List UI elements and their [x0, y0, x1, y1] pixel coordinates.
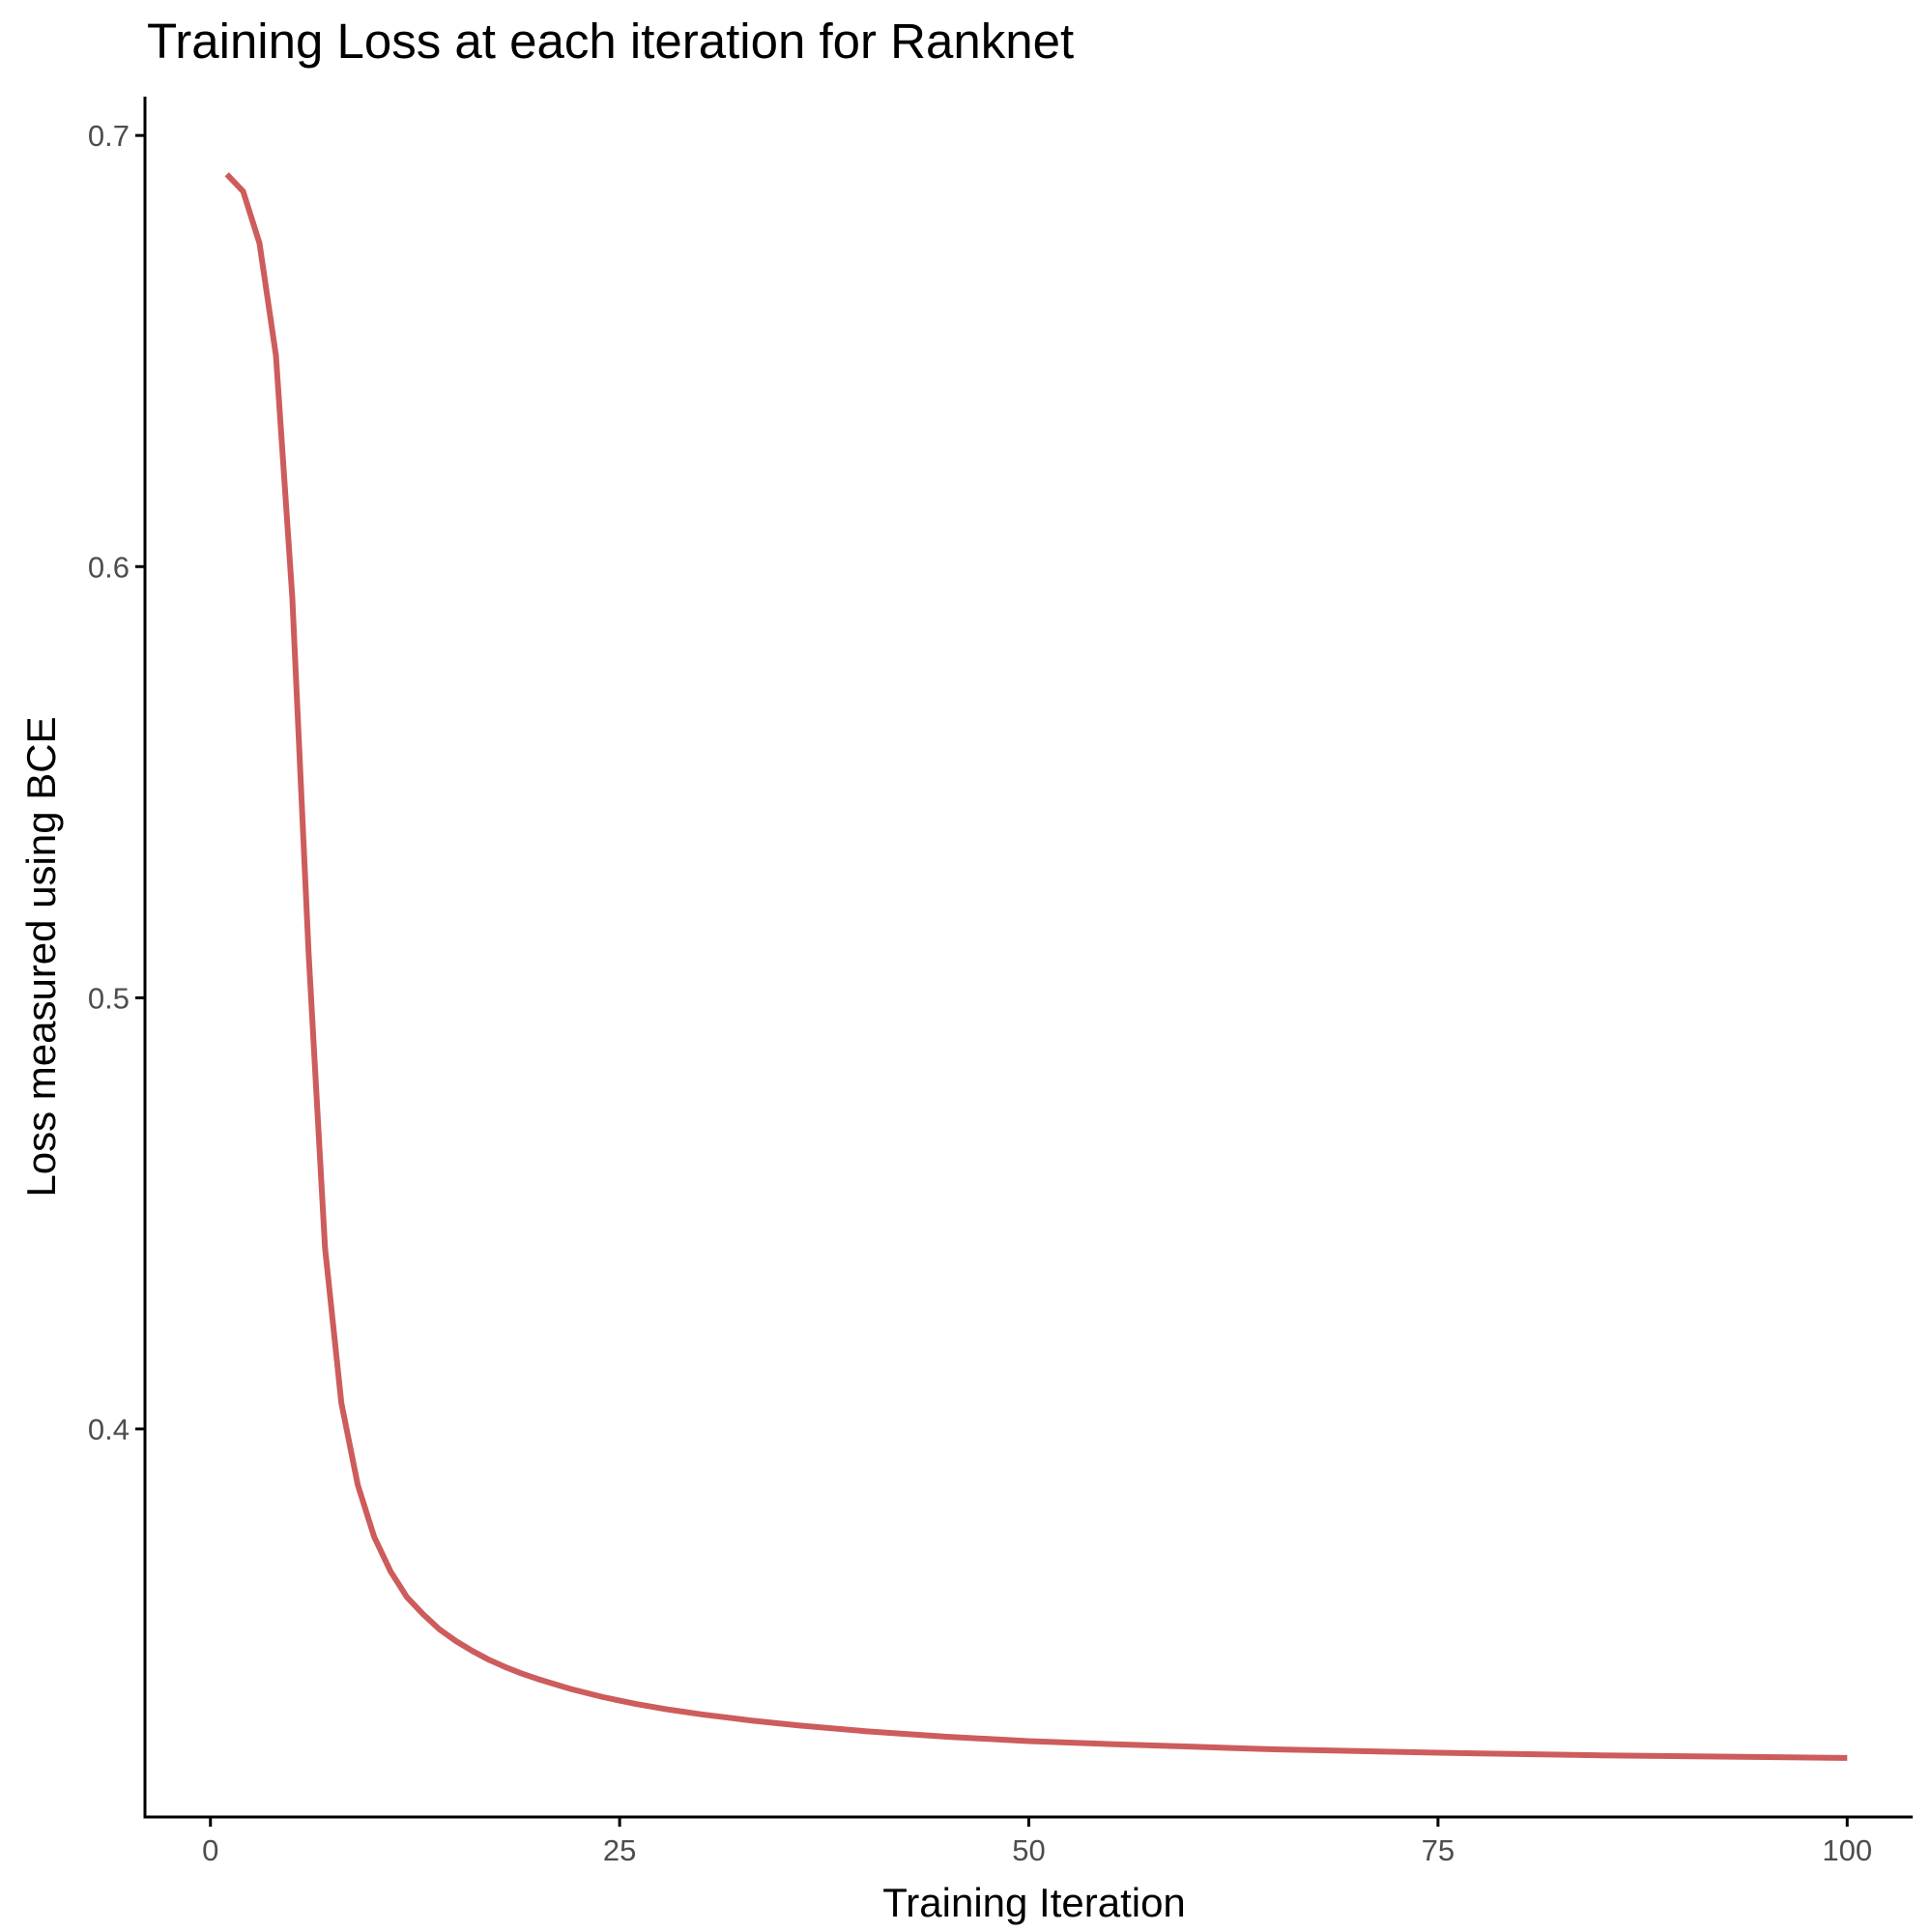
x-tick-label: 100	[1822, 1833, 1872, 1867]
x-axis-title: Training Iteration	[882, 1880, 1186, 1925]
y-tick-label: 0.5	[88, 981, 130, 1015]
y-tick-label: 0.4	[88, 1412, 130, 1446]
y-tick-label: 0.6	[88, 550, 130, 584]
chart-title: Training Loss at each iteration for Rank…	[147, 14, 1074, 69]
x-tick-label: 0	[202, 1833, 218, 1867]
plot-area	[224, 172, 1848, 1761]
x-tick-label: 50	[1012, 1833, 1045, 1867]
x-tick-label: 75	[1422, 1833, 1455, 1867]
y-axis-ticks: 0.4 0.5 0.6 0.7	[88, 119, 145, 1446]
y-tick-label: 0.7	[88, 119, 130, 153]
x-axis-ticks: 0 25 50 75 100	[202, 1817, 1872, 1867]
y-axis-title: Loss measured using BCE	[18, 716, 64, 1197]
loss-series-line	[224, 172, 1848, 1761]
x-tick-label: 25	[603, 1833, 636, 1867]
